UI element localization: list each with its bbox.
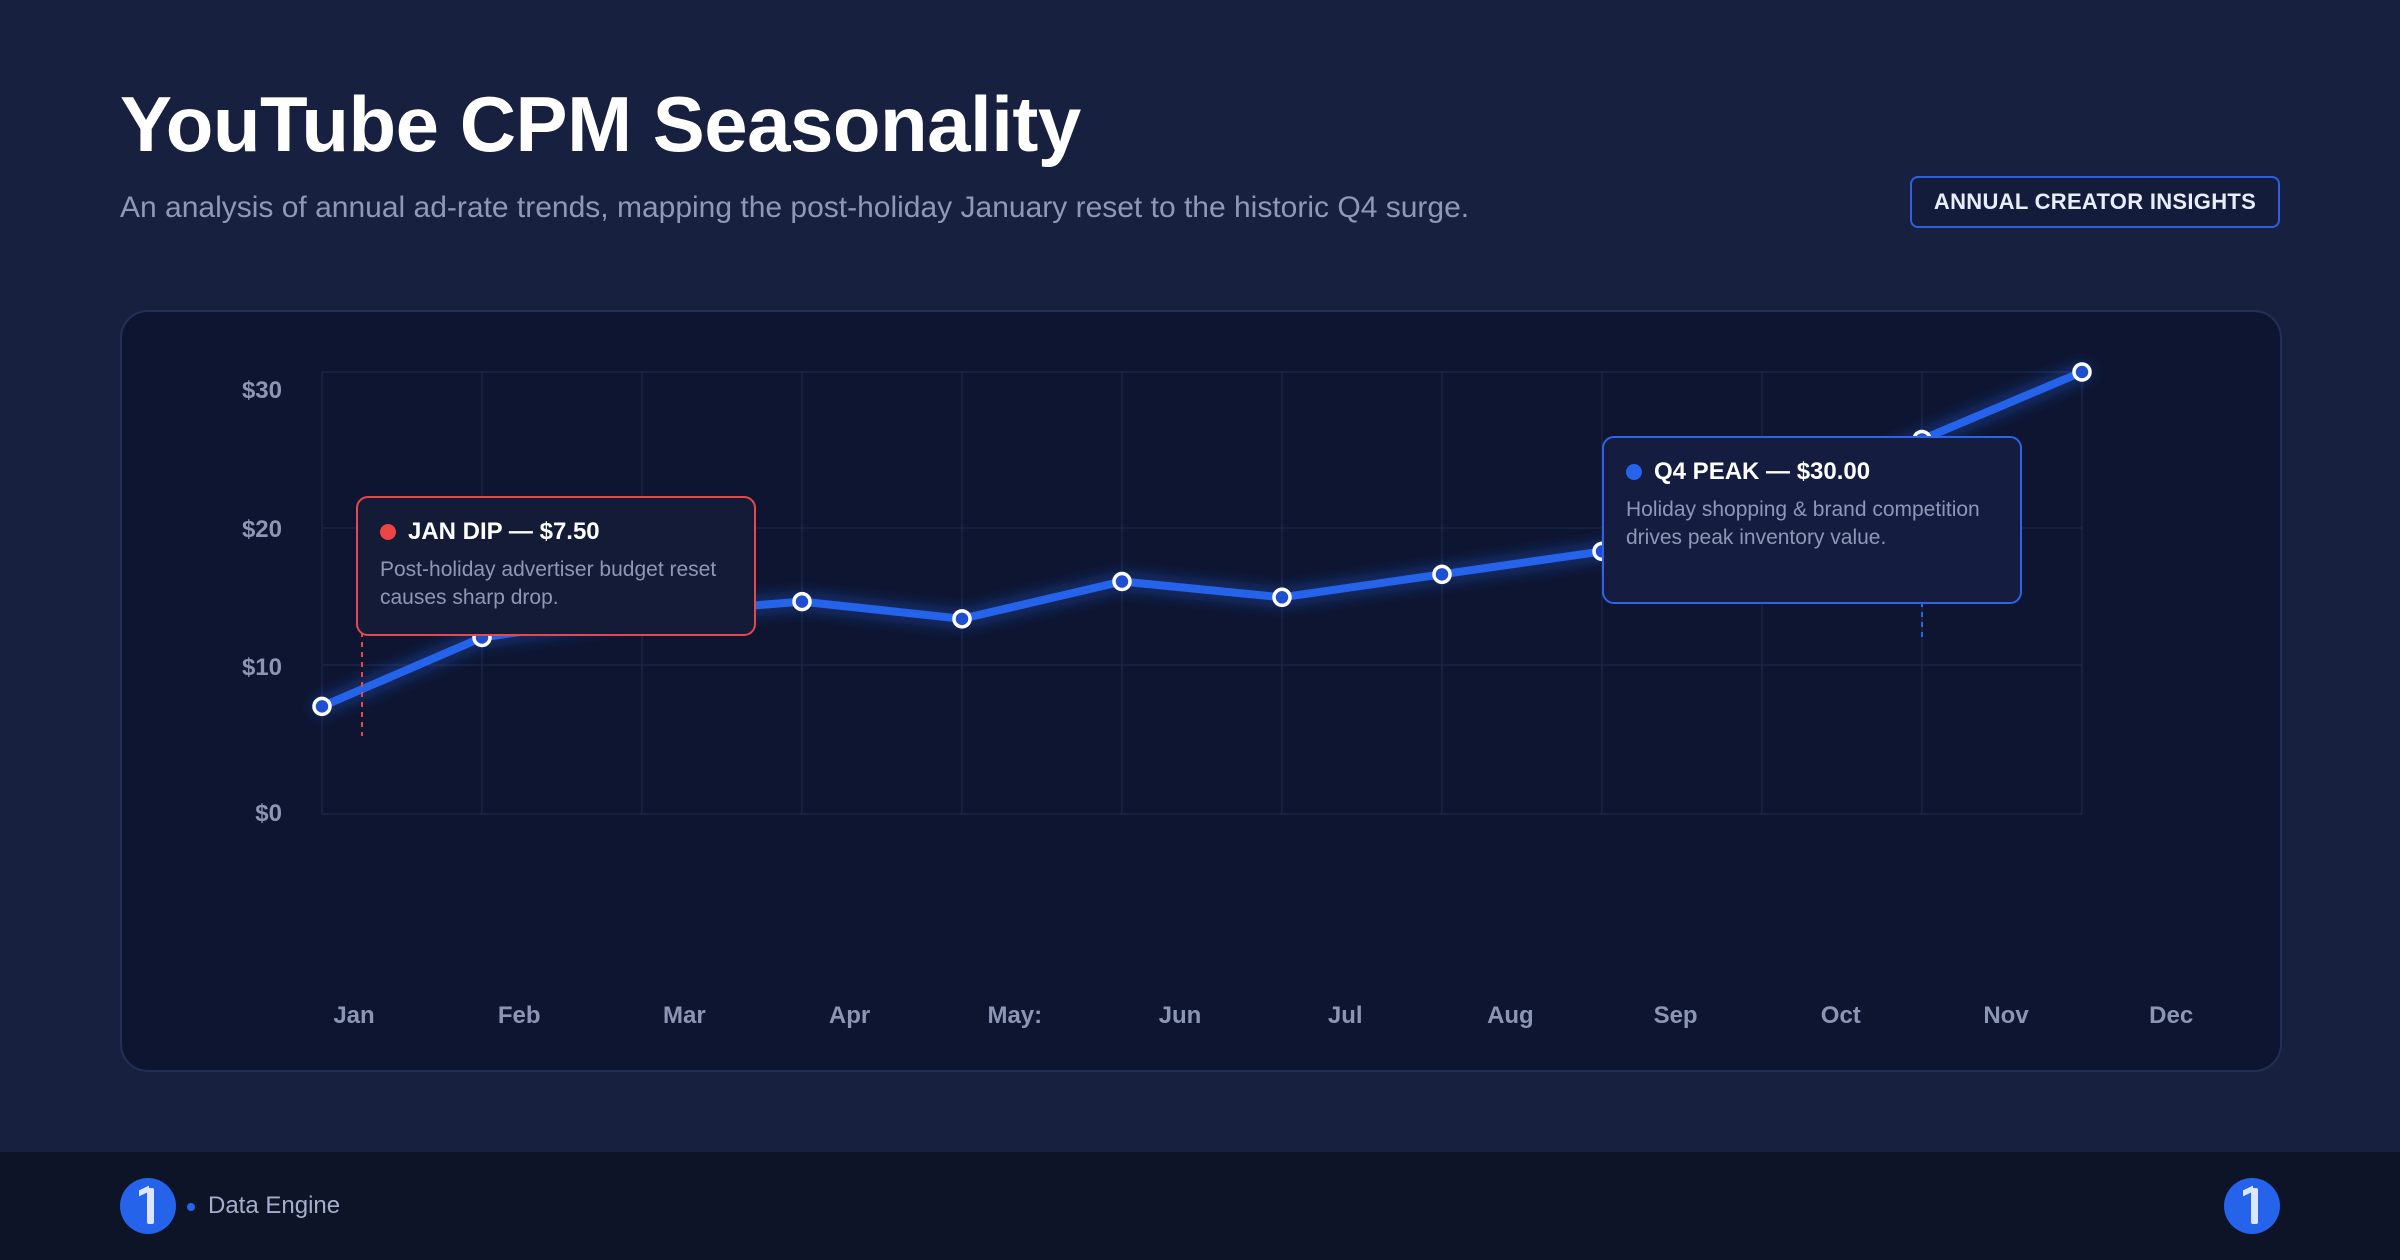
chart-card: $0 $10 $20 $30 Jan Feb Mar Apr May: Jun Jul Aug Sep…	[120, 310, 2282, 1072]
y-tick-label: $0	[255, 800, 282, 827]
data-point[interactable]	[1272, 587, 1292, 608]
flag-one-logo-icon	[120, 1178, 176, 1234]
data-point[interactable]	[1432, 564, 1452, 585]
footer-dot-icon	[187, 1203, 195, 1211]
footer: Data Engine	[0, 1152, 2400, 1260]
data-point[interactable]	[312, 696, 332, 717]
cpm-line-chart: $0 $10 $20 $30	[242, 361, 2093, 827]
page-subtitle: An analysis of annual ad-rate trends, ma…	[120, 191, 1470, 224]
insights-badge: ANNUAL CREATOR INSIGHTS	[1910, 176, 2280, 228]
data-point[interactable]	[2072, 362, 2092, 382]
data-point[interactable]	[952, 609, 972, 629]
page-title: YouTube CPM Seasonality	[120, 80, 1081, 168]
data-point[interactable]	[1112, 571, 1132, 592]
q4-peak-title: Q4 PEAK — $30.00	[1654, 458, 1871, 485]
red-dot-icon	[380, 524, 396, 540]
footer-brand: Data Engine	[208, 1192, 341, 1219]
y-tick-label: $20	[242, 516, 282, 543]
blue-dot-icon	[1626, 464, 1642, 480]
data-point[interactable]	[792, 591, 812, 612]
jan-dip-annotation: JAN DIP — $7.50 Post-holiday advertiser …	[356, 496, 756, 636]
y-tick-label: $30	[242, 377, 282, 404]
flag-one-logo-icon	[2224, 1178, 2280, 1234]
jan-dip-title: JAN DIP — $7.50	[408, 518, 600, 545]
q4-peak-text: Holiday shopping & brand competition dri…	[1626, 498, 1980, 549]
q4-peak-annotation: Q4 PEAK — $30.00 Holiday shopping & bran…	[1602, 436, 2022, 604]
y-tick-label: $10	[242, 654, 282, 681]
jan-dip-text: Post-holiday advertiser budget reset cau…	[380, 558, 717, 609]
